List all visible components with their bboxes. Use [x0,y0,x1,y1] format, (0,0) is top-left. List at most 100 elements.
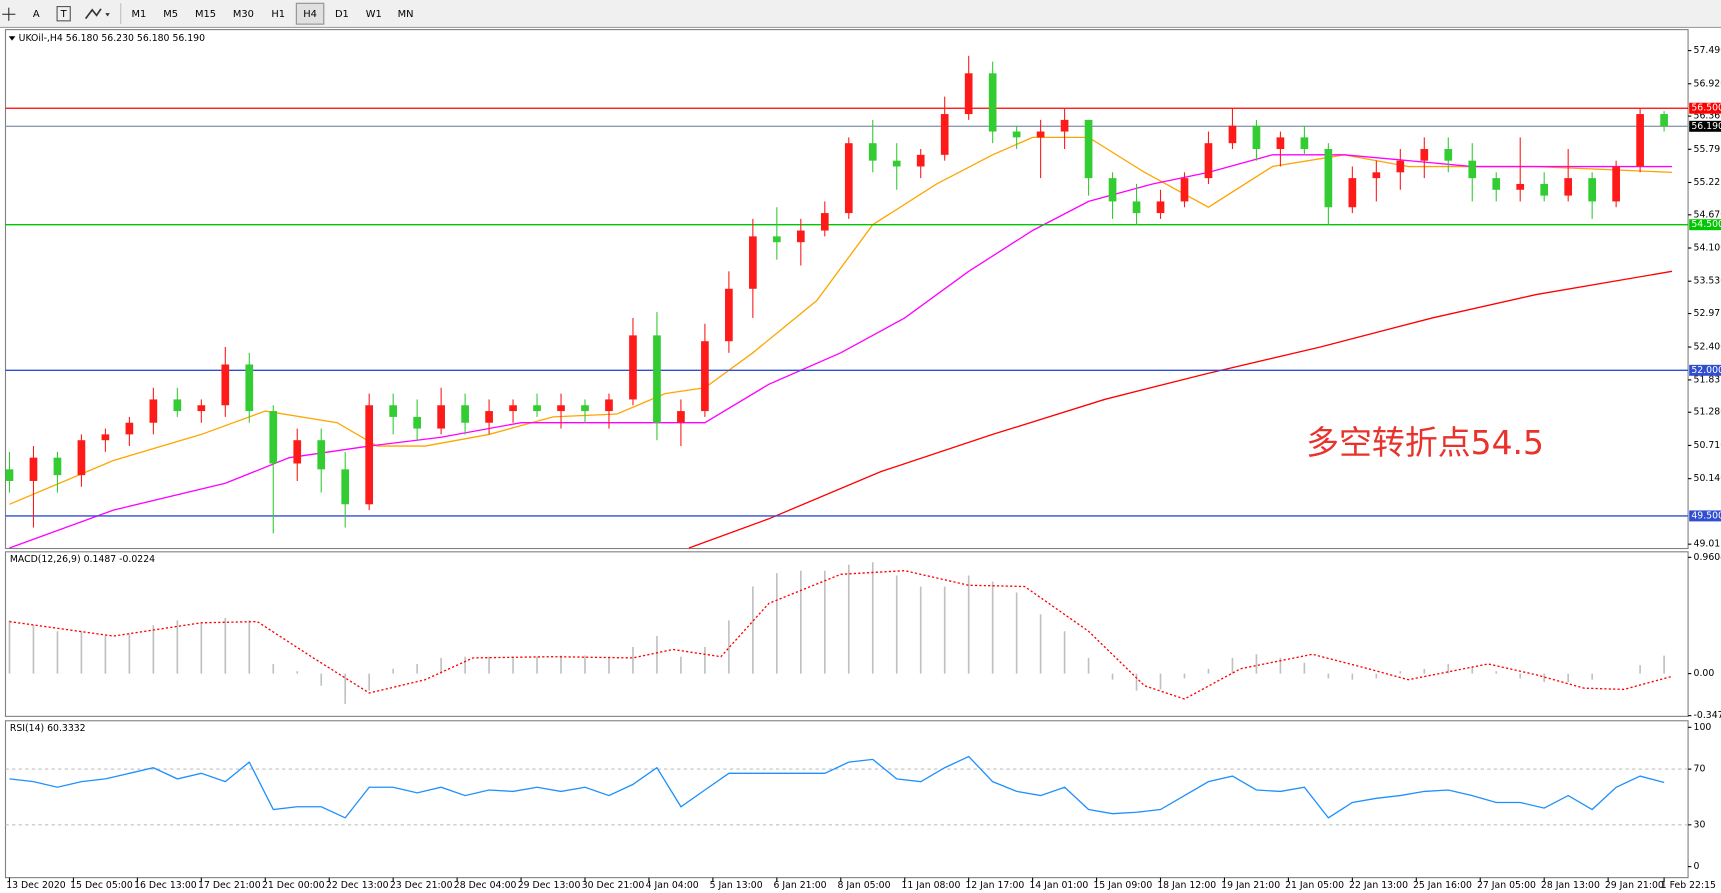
candle-body [677,411,685,423]
candle-body [125,422,134,435]
candle-body [605,399,613,412]
x-tick-label: 21 Dec 00:00 [262,880,325,891]
candle-body [29,457,38,481]
level-label-box [1689,364,1721,376]
candle-body [341,469,350,505]
symbol-menu-arrow[interactable] [8,36,16,41]
timeframe-label[interactable]: M1 [131,9,146,20]
candle-body [293,440,302,464]
timeframe-label[interactable]: W1 [366,9,382,20]
candle-body [1252,125,1261,150]
candle-body [413,416,421,429]
candle-body [629,335,637,400]
svg-text:T: T [60,9,68,20]
candle-body [1276,137,1285,150]
candle-body [964,73,973,115]
level-label: 56.190 [1691,121,1721,132]
shapes-tool[interactable] [84,8,110,20]
text-tool[interactable]: A [33,9,40,20]
signal-line [9,570,1673,700]
candle-body [509,405,517,412]
candle-body [53,457,62,476]
timeframe-label[interactable]: M5 [163,9,178,20]
candle-body [749,236,757,289]
candle-body [557,405,565,412]
x-tick-label: 23 Dec 21:00 [390,880,453,891]
candle-body [1396,160,1405,173]
y-tick-label: 56.365 [1694,111,1721,122]
candle-body [1300,137,1309,150]
candle-body [5,469,14,481]
candle-body [1516,183,1525,190]
x-tick-label: 21 Jan 05:00 [1285,880,1344,891]
x-tick-label: 4 Jan 04:00 [646,880,699,891]
x-tick-label: 22 Jan 13:00 [1349,880,1408,891]
x-tick-label: 6 Jan 21:00 [774,880,827,891]
x-tick-label: 22 Dec 13:00 [326,880,389,891]
x-tick-label: 28 Dec 04:00 [454,880,517,891]
candle-body [1540,183,1549,196]
y-tick-label: 51.280 [1694,407,1721,418]
candle-body [820,213,829,231]
candle-body [916,154,925,167]
rsi-line [9,755,1665,819]
y-tick-label: 50.710 [1694,440,1721,451]
candle-body [1348,178,1357,208]
rsi-header: RSI(14) 60.3332 [10,723,86,734]
y-tick-label: 52.400 [1694,342,1721,353]
timeframe-label[interactable]: D1 [335,9,349,20]
candle-body [868,143,877,161]
y-tick-label: 0.00 [1694,668,1715,679]
candle-body [1372,172,1381,179]
main-panel [4,29,1689,550]
candle-body [317,440,326,470]
crosshair-tool[interactable] [2,7,16,21]
y-tick-label: 30 [1694,819,1706,830]
x-tick-label: 13 Dec 2020 [6,880,66,891]
y-tick-label: 57.490 [1694,45,1721,56]
candle-body [1636,114,1644,167]
candle-body [1108,178,1117,202]
timeframe-label[interactable]: MN [398,9,414,20]
candle-body [1660,114,1668,127]
timeframe-label[interactable]: H1 [271,9,285,20]
moving-average [9,136,1673,505]
y-tick-label: 51.835 [1694,374,1721,385]
level-label: 52.000 [1691,365,1721,376]
y-tick-label: 53.530 [1694,276,1721,287]
y-tick-label: 54.670 [1694,209,1721,220]
level-label-box [1689,120,1721,132]
rsi-panel [4,720,1689,879]
candle-body [1228,125,1237,144]
y-tick-label: 49.015 [1694,539,1721,550]
candle-body [772,236,781,243]
x-tick-label: 29 Dec 13:00 [518,880,581,891]
x-tick-label: 19 Jan 21:00 [1221,880,1280,891]
y-tick-label: 0.9604 [1694,552,1721,563]
x-tick-label: 30 Dec 21:00 [582,880,645,891]
candle-body [1324,149,1333,208]
y-tick-label: 70 [1694,764,1706,775]
x-tick-label: 15 Dec 05:00 [70,880,133,891]
chart-header: UKOil-,H4 56.180 56.230 56.180 56.190 [19,33,205,44]
timeframe-button-active[interactable] [295,2,325,25]
x-tick-label: 11 Jan 08:00 [901,880,960,891]
candle-body [1012,131,1021,138]
y-tick-label: 56.920 [1694,78,1721,89]
level-label: 54.500 [1691,219,1721,230]
x-tick-label: 16 Dec 13:00 [134,880,197,891]
x-tick-label: 12 Jan 17:00 [965,880,1024,891]
label-tool[interactable]: T [56,6,71,22]
timeframe-label[interactable]: H4 [303,9,317,20]
candle-body [485,411,493,423]
candle-body [437,405,445,429]
candle-body [796,230,805,243]
candle-body [1204,143,1213,179]
x-tick-label: 28 Jan 13:00 [1541,880,1600,891]
timeframe-label[interactable]: M15 [195,9,216,20]
candle-body [269,411,278,464]
candle-body [197,405,206,412]
candle-body [101,434,110,441]
timeframe-label[interactable]: M30 [233,9,254,20]
